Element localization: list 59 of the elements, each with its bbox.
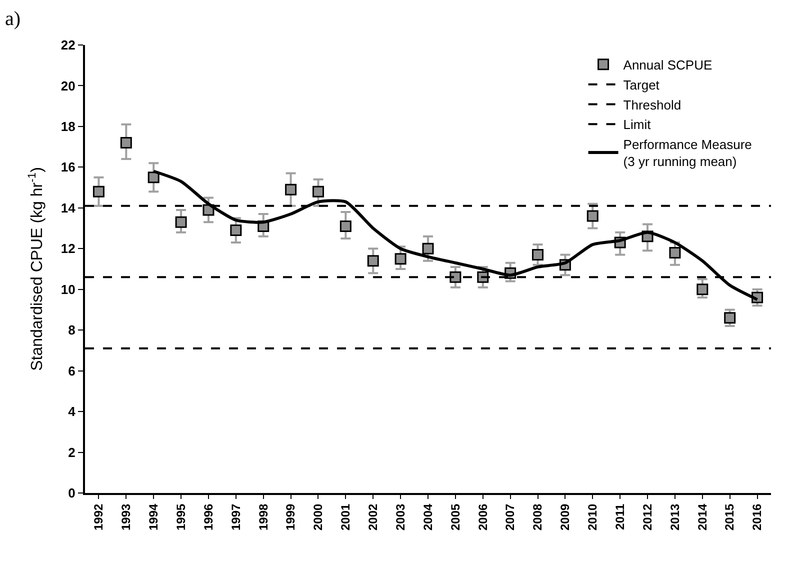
legend-label: Target xyxy=(623,77,660,92)
point xyxy=(586,210,598,222)
point xyxy=(422,242,434,254)
y-tick-label: 18 xyxy=(60,119,76,134)
legend-label: Performance Measure (3 yr running mean) xyxy=(623,137,752,169)
x-tick-label: 2011 xyxy=(612,503,627,530)
x-tick-label: 2016 xyxy=(750,503,764,531)
point xyxy=(230,224,242,236)
y-tick-label: 0 xyxy=(68,486,76,501)
x-tick-label: 1996 xyxy=(201,503,216,531)
point xyxy=(394,253,406,265)
point xyxy=(148,172,160,184)
x-tick-label: 2001 xyxy=(338,503,353,531)
x-tick-label: 1994 xyxy=(146,503,160,531)
x-tick-label: 2005 xyxy=(448,503,462,531)
y-tick-label: 20 xyxy=(60,78,76,94)
legend-label: Threshold xyxy=(623,97,682,112)
x-tick-label: 1999 xyxy=(284,503,298,531)
point xyxy=(532,249,544,260)
x-tick-label: 1997 xyxy=(228,503,243,531)
text: a) xyxy=(5,8,21,30)
point xyxy=(120,137,132,148)
y-tick-label: 14 xyxy=(60,200,76,216)
x-tick-label: 1998 xyxy=(256,503,270,531)
x-tick-label: 2003 xyxy=(393,503,408,531)
x-tick-label: 2009 xyxy=(558,503,572,531)
x-tick-label: 1992 xyxy=(92,503,106,531)
point xyxy=(367,255,379,267)
x-tick-label: 2014 xyxy=(695,503,710,531)
point xyxy=(340,220,352,232)
x-tick-label: 1993 xyxy=(119,503,134,531)
x-tick-label: 2000 xyxy=(311,503,326,531)
x-tick-label: 2007 xyxy=(503,503,518,531)
point xyxy=(669,246,681,258)
point xyxy=(92,186,104,198)
y-tick-label: 22 xyxy=(60,38,76,53)
x-tick-label: 2004 xyxy=(420,503,435,531)
x-tick-label: 2006 xyxy=(476,503,490,531)
y-tick-label: 6 xyxy=(68,363,76,378)
y-tick-label: 16 xyxy=(60,160,76,175)
point xyxy=(312,186,324,198)
point xyxy=(450,271,462,283)
x-tick-label: 2012 xyxy=(640,503,654,531)
y-tick-label: 10 xyxy=(60,282,76,297)
legend-label: Limit xyxy=(623,117,652,132)
x-tick-label: 2010 xyxy=(586,503,600,531)
x-tick-label: 2008 xyxy=(530,503,545,531)
y-tick-label: 12 xyxy=(60,241,76,256)
x-tick-label: 2013 xyxy=(668,503,682,531)
y-tick-label: 4 xyxy=(68,404,76,420)
y-tick-label: 8 xyxy=(68,322,76,338)
x-tick-label: 1995 xyxy=(174,503,188,531)
legend-label: Annual SCPUE xyxy=(623,58,712,72)
point xyxy=(696,284,708,296)
point xyxy=(175,216,187,228)
y-tick-label: 2 xyxy=(68,444,76,460)
point xyxy=(285,184,297,196)
x-tick-label: 2015 xyxy=(722,503,737,531)
x-tick-label: 2002 xyxy=(366,503,380,531)
